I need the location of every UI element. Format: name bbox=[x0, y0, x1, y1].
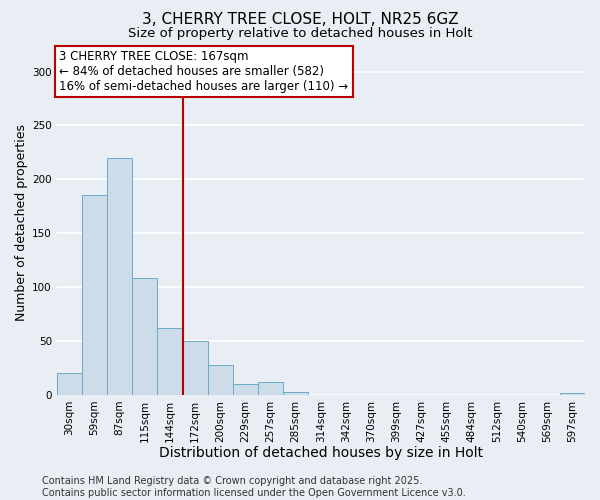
Bar bbox=[560, 392, 585, 395]
Bar bbox=[233, 384, 258, 395]
Bar bbox=[208, 364, 233, 395]
X-axis label: Distribution of detached houses by size in Holt: Distribution of detached houses by size … bbox=[159, 446, 483, 460]
Bar bbox=[283, 392, 308, 395]
Bar bbox=[82, 196, 107, 395]
Y-axis label: Number of detached properties: Number of detached properties bbox=[15, 124, 28, 321]
Bar bbox=[182, 341, 208, 395]
Text: 3 CHERRY TREE CLOSE: 167sqm
← 84% of detached houses are smaller (582)
16% of se: 3 CHERRY TREE CLOSE: 167sqm ← 84% of det… bbox=[59, 50, 349, 93]
Bar bbox=[258, 382, 283, 395]
Bar bbox=[157, 328, 182, 395]
Bar bbox=[132, 278, 157, 395]
Text: Contains HM Land Registry data © Crown copyright and database right 2025.
Contai: Contains HM Land Registry data © Crown c… bbox=[42, 476, 466, 498]
Bar bbox=[57, 374, 82, 395]
Bar bbox=[107, 158, 132, 395]
Text: 3, CHERRY TREE CLOSE, HOLT, NR25 6GZ: 3, CHERRY TREE CLOSE, HOLT, NR25 6GZ bbox=[142, 12, 458, 28]
Text: Size of property relative to detached houses in Holt: Size of property relative to detached ho… bbox=[128, 28, 472, 40]
